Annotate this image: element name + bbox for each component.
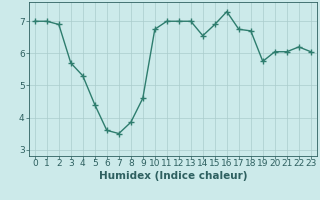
- X-axis label: Humidex (Indice chaleur): Humidex (Indice chaleur): [99, 171, 247, 181]
